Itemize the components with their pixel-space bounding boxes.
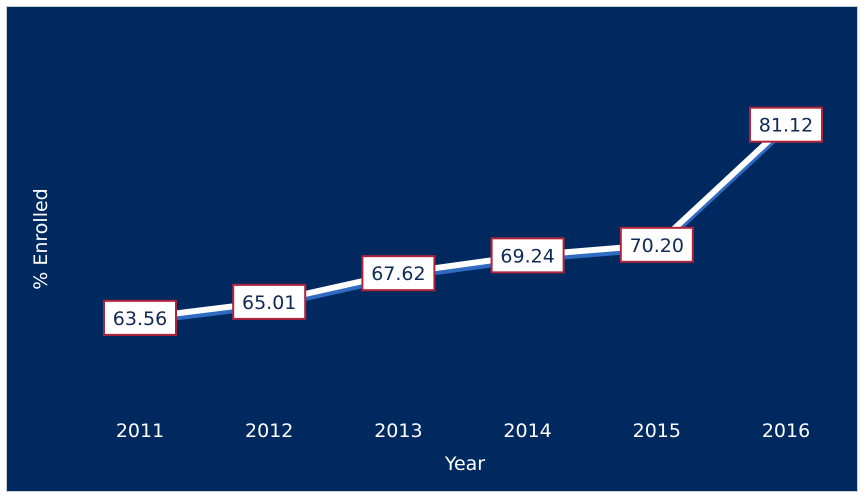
data-label-box	[361, 255, 436, 292]
chart-frame: 63.56 65.01 67.62 69.24 70.20 81.12 2011 2012 2…	[6, 6, 858, 492]
data-labels: 63.56 65.01 67.62 69.24 70.20 81.12	[103, 106, 823, 336]
data-label: 67.62	[361, 255, 436, 292]
x-tick-label: 2016	[762, 420, 810, 442]
data-label: 63.56	[103, 299, 177, 336]
data-label-box	[749, 106, 823, 143]
data-label-value: 63.56	[113, 308, 167, 330]
data-label-value: 70.20	[630, 235, 684, 257]
x-tick-label: 2014	[503, 420, 551, 442]
data-label-value: 67.62	[371, 263, 425, 285]
x-tick-label: 2012	[245, 420, 293, 442]
data-label-value: 65.01	[242, 292, 296, 314]
x-axis-title: Year	[444, 453, 485, 475]
data-label-box	[490, 237, 565, 274]
data-label-value: 69.24	[500, 245, 554, 267]
y-axis-title: % Enrolled	[30, 188, 52, 289]
x-tick-label: 2013	[374, 420, 422, 442]
data-label: 70.20	[619, 226, 694, 263]
data-label-value: 81.12	[759, 115, 813, 137]
data-label-box	[619, 226, 694, 263]
data-label: 81.12	[749, 106, 823, 143]
data-label: 65.01	[232, 283, 307, 320]
x-axis-tick-labels: 2011 2012 2013 2014 2015 2016	[116, 420, 810, 442]
data-label: 69.24	[490, 237, 565, 274]
data-label-box	[232, 283, 307, 320]
data-label-box	[103, 299, 177, 336]
x-tick-label: 2011	[116, 420, 164, 442]
x-tick-label: 2015	[633, 420, 681, 442]
